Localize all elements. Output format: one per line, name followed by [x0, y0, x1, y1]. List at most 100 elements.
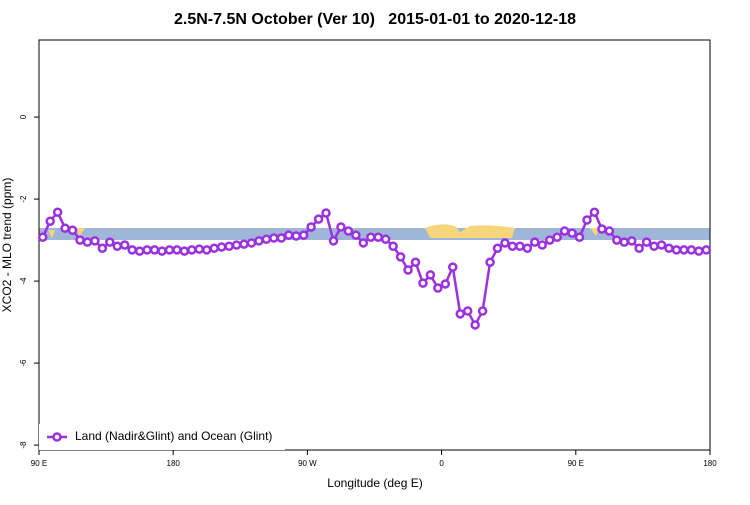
- data-point: [544, 235, 555, 245]
- x-tick-label: 180: [167, 459, 181, 468]
- data-point: [522, 243, 533, 254]
- legend-marker: [52, 432, 62, 442]
- data-point: [500, 238, 510, 248]
- data-point: [589, 207, 600, 217]
- data-point: [433, 283, 443, 293]
- data-point: [224, 241, 234, 251]
- data-point: [306, 222, 316, 232]
- data-point: [373, 232, 383, 242]
- data-point: [664, 243, 674, 254]
- x-tick-label: 90 W: [298, 459, 317, 468]
- data-point: [425, 270, 436, 280]
- data-point: [388, 241, 398, 251]
- data-point: [567, 228, 577, 238]
- data-point: [485, 257, 495, 267]
- data-point: [530, 237, 540, 247]
- data-point: [119, 240, 130, 250]
- data-point: [37, 232, 48, 242]
- data-point: [45, 216, 55, 226]
- legend-box: [39, 424, 285, 450]
- data-point: [515, 241, 525, 251]
- data-point: [276, 233, 287, 243]
- data-point: [351, 230, 361, 240]
- data-point: [336, 222, 346, 232]
- y-tick-label: -2: [19, 195, 28, 203]
- data-point: [470, 320, 480, 330]
- data-point: [127, 245, 137, 255]
- data-point: [679, 245, 689, 255]
- chart-title: 2.5N-7.5N October (Ver 10) 2015-01-01 to…: [174, 11, 576, 28]
- data-point: [552, 232, 562, 242]
- data-point: [641, 237, 652, 247]
- data-point: [142, 245, 152, 255]
- data-point: [328, 236, 339, 246]
- plot-frame: [38, 39, 711, 451]
- data-point: [179, 246, 190, 256]
- legend-label: Land (Nadir&Glint) and Ocean (Glint): [75, 429, 272, 443]
- data-point: [403, 265, 413, 275]
- data-point: [358, 238, 369, 248]
- data-point: [187, 245, 197, 255]
- data-point: [52, 207, 63, 217]
- y-axis-label: XCO2 - MLO trend (ppm): [0, 178, 14, 313]
- data-point: [537, 240, 547, 250]
- data-point: [612, 235, 622, 245]
- data-point: [671, 245, 682, 255]
- data-point: [97, 243, 108, 254]
- data-point: [597, 224, 607, 234]
- data-point: [694, 246, 704, 256]
- data-point: [261, 234, 272, 245]
- data-point: [216, 242, 227, 252]
- data-point: [313, 214, 324, 224]
- data-point: [82, 237, 93, 247]
- data-point: [448, 262, 458, 272]
- data-point: [164, 245, 175, 255]
- data-point: [90, 236, 100, 246]
- data-point: [410, 257, 421, 267]
- data-point: [157, 246, 167, 256]
- data-point: [559, 226, 570, 236]
- data-point: [172, 245, 182, 255]
- y-tick-label: -4: [19, 277, 28, 285]
- land-patch: [425, 224, 515, 238]
- data-point: [343, 226, 354, 236]
- data-point: [492, 243, 503, 254]
- data-point: [202, 245, 212, 255]
- data-point: [194, 244, 205, 254]
- data-point: [321, 208, 331, 218]
- data-point: [619, 237, 630, 247]
- y-tick-label: 0: [19, 114, 28, 119]
- data-point: [582, 215, 592, 225]
- data-point: [112, 241, 123, 251]
- x-tick-label: 90 E: [31, 459, 47, 468]
- data-point: [604, 226, 615, 236]
- x-tick-label: 180: [703, 459, 717, 468]
- data-point: [574, 232, 585, 242]
- data-point: [231, 240, 242, 250]
- data-point: [209, 243, 219, 254]
- data-point: [380, 234, 391, 245]
- data-point: [395, 252, 406, 262]
- data-point: [656, 240, 667, 250]
- data-point: [67, 225, 78, 235]
- data-point: [134, 246, 145, 256]
- data-point: [284, 230, 294, 240]
- data-point: [701, 245, 712, 255]
- data-point: [455, 309, 465, 319]
- data-point: [269, 233, 279, 243]
- data-point: [626, 236, 637, 246]
- data-point: [366, 232, 376, 242]
- y-tick-label: -8: [19, 441, 28, 449]
- x-tick-label: 90 E: [568, 459, 584, 468]
- data-point: [298, 230, 309, 240]
- y-tick-label: -6: [19, 359, 28, 367]
- x-axis-label: Longitude (deg E): [327, 476, 422, 490]
- data-point: [105, 237, 115, 247]
- data-point: [60, 223, 70, 233]
- x-tick-label: 0: [439, 459, 444, 468]
- data-point: [507, 241, 518, 251]
- data-point: [477, 306, 488, 316]
- data-point: [462, 306, 473, 316]
- data-point: [254, 236, 264, 246]
